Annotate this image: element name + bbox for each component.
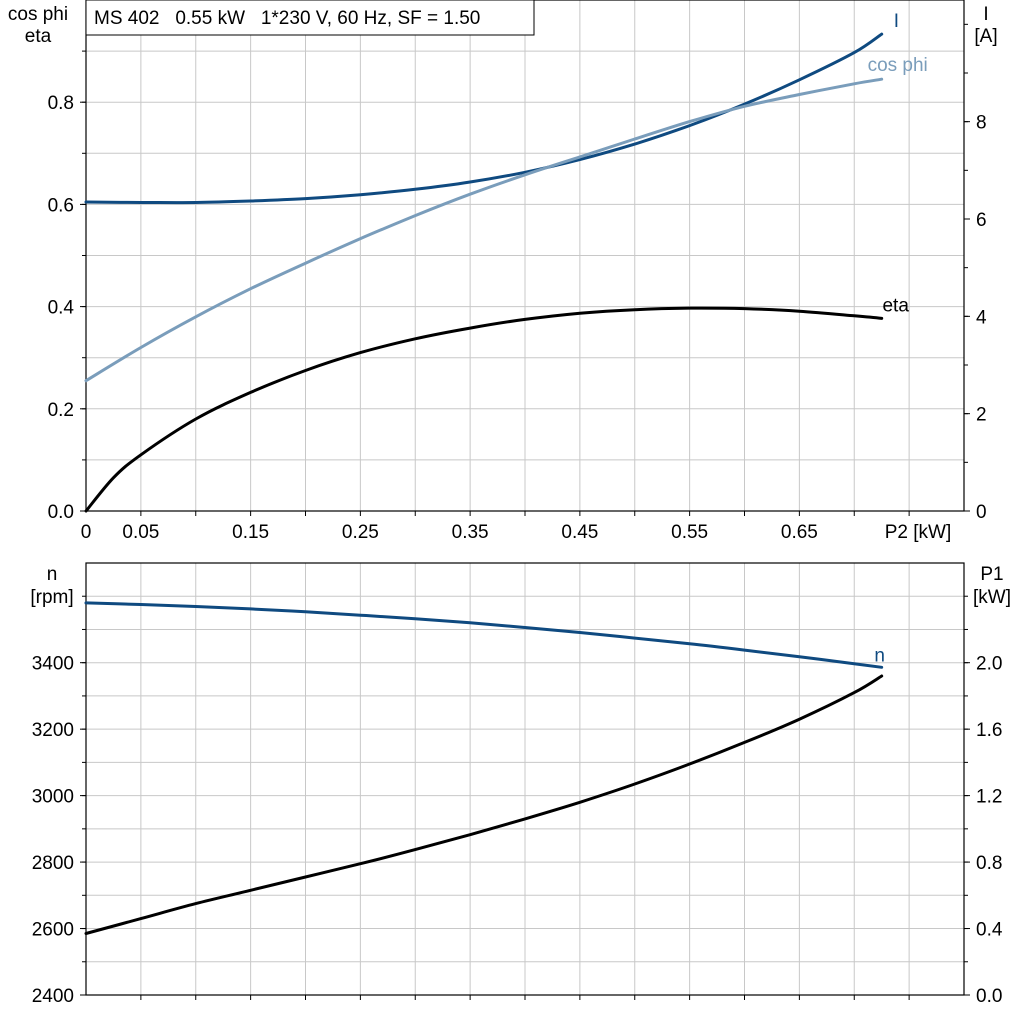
bottom-right-tick-label: 1.6 — [976, 720, 1002, 741]
bottom-left-axis-title-1: n — [47, 564, 58, 585]
top-left-tick-label: 0.6 — [48, 195, 74, 216]
bottom-left-tick-label: 2600 — [32, 920, 74, 941]
bottom-series-n-label: n — [874, 645, 885, 666]
top-x-tick-label: 0.25 — [342, 522, 379, 543]
bottom-left-tick-label: 3400 — [32, 654, 74, 675]
top-left-tick-label: 0.0 — [48, 502, 74, 523]
bottom-right-tick-label: 0.4 — [976, 920, 1003, 941]
top-right-tick-label: 2 — [976, 405, 987, 426]
bottom-series-group: n — [84, 601, 885, 935]
bottom-right-axis-title-2: [kW] — [973, 587, 1011, 608]
top-left-axis-title-2: eta — [25, 26, 52, 47]
bottom-panel: n 2400 2600 2800 3000 3200 3400 0.0 0.4 0.8 1.2 1.… — [30, 562, 1011, 1007]
top-x-tick-label: 0.35 — [452, 522, 489, 543]
bottom-right-axis-title-1: P1 — [980, 564, 1003, 585]
bottom-left-tick-label: 2800 — [32, 853, 74, 874]
bottom-grid — [86, 563, 964, 995]
bottom-right-tick-label: 0.0 — [976, 986, 1002, 1007]
top-right-axis-title-1: I — [983, 4, 988, 25]
bottom-ticks: 2400 2600 2800 3000 3200 3400 0.0 0.4 0.8 1.2 1.6 2… — [32, 595, 1003, 1007]
top-series-i-label: I — [894, 11, 899, 32]
top-right-tick-label: 8 — [976, 113, 987, 134]
top-series-i-line — [84, 32, 884, 205]
top-ticks: 0.0 0.2 0.4 0.6 0.8 0 2 4 6 8 0 0.05 0.15 0.25 0.35 0.4… — [48, 23, 987, 543]
bottom-left-axis-title-2: [rpm] — [30, 587, 73, 608]
top-right-axis-title-2: [A] — [974, 26, 997, 47]
top-x-axis-title: P2 [kW] — [885, 522, 952, 543]
top-right-tick-label: 6 — [976, 210, 987, 231]
top-left-axis-title-1: cos phi — [8, 4, 68, 25]
top-x-tick-label: 0.05 — [122, 522, 159, 543]
bottom-left-tick-label: 3000 — [32, 787, 74, 808]
bottom-right-tick-label: 1.2 — [976, 787, 1002, 808]
top-right-tick-label: 4 — [976, 307, 987, 328]
top-series-eta-label: eta — [882, 295, 909, 316]
chart-title: MS 402 0.55 kW 1*230 V, 60 Hz, SF = 1.50 — [94, 8, 480, 29]
bottom-series-p1-line — [84, 674, 884, 935]
top-x-tick-label: 0.45 — [561, 522, 598, 543]
top-series-cos-phi-line — [84, 77, 884, 383]
bottom-left-tick-label: 2400 — [32, 986, 74, 1007]
top-x-tick-label: 0.65 — [781, 522, 818, 543]
top-x-tick-label: 0.15 — [232, 522, 269, 543]
top-left-tick-label: 0.8 — [48, 93, 74, 114]
top-x-tick-label: 0.55 — [671, 522, 708, 543]
bottom-right-tick-label: 2.0 — [976, 654, 1002, 675]
bottom-right-tick-label: 0.8 — [976, 853, 1002, 874]
top-left-tick-label: 0.2 — [48, 400, 74, 421]
bottom-left-tick-label: 3200 — [32, 720, 74, 741]
top-left-tick-label: 0.4 — [48, 298, 75, 319]
top-right-tick-label: 0 — [976, 502, 987, 523]
top-grid — [86, 0, 964, 511]
top-series-eta-line — [84, 306, 884, 513]
bottom-series-n-line — [84, 601, 884, 669]
title-box — [85, 0, 535, 36]
top-x-tick-label: 0 — [81, 522, 92, 543]
top-series-cos-phi-label: cos phi — [868, 55, 928, 76]
